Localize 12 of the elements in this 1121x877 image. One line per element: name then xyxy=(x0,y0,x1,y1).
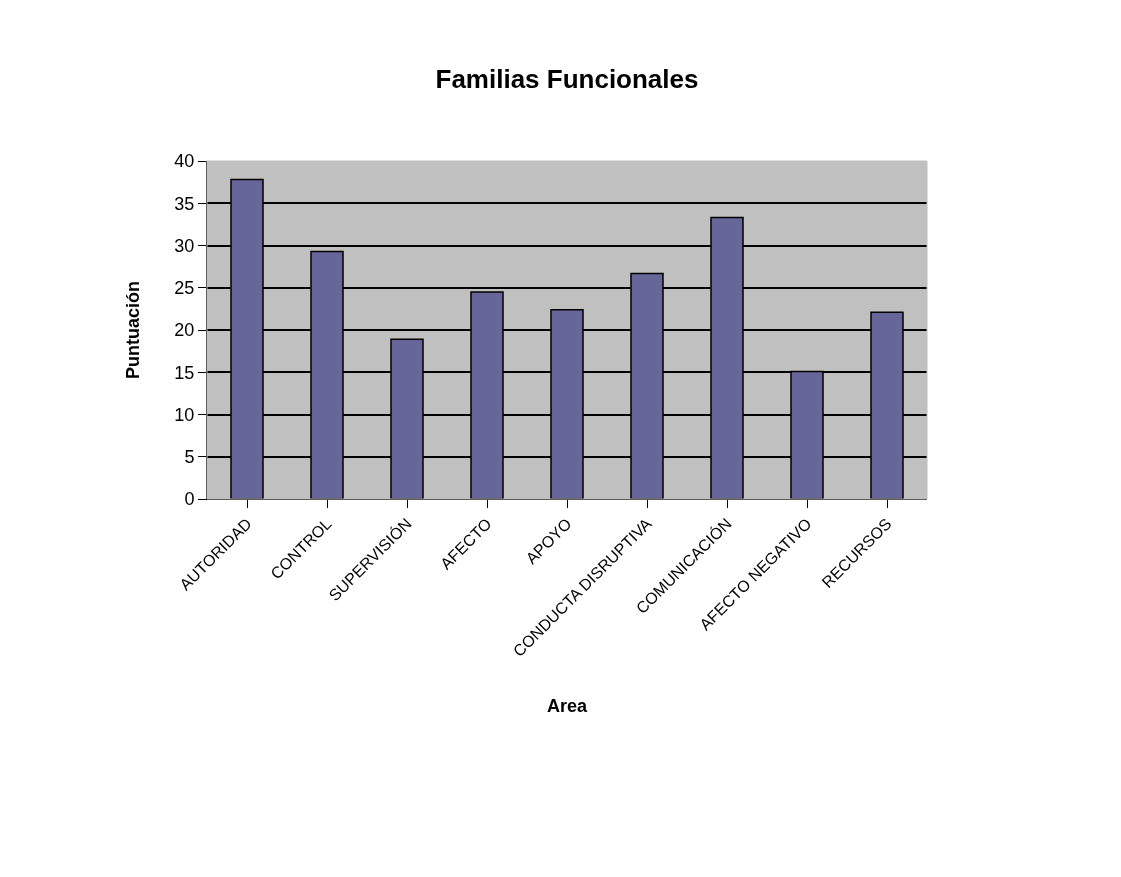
y-axis-title: Puntuación xyxy=(122,281,143,379)
y-tick-label: 10 xyxy=(174,404,195,425)
x-axis-title: Area xyxy=(546,695,588,716)
y-tick-label: 15 xyxy=(174,362,195,383)
y-tick-label: 25 xyxy=(174,278,195,299)
chart-title: Familias Funcionales xyxy=(435,64,699,95)
y-tick-label: 5 xyxy=(184,447,195,468)
y-tick-label: 40 xyxy=(174,151,195,172)
y-tick-label: 0 xyxy=(184,489,195,510)
y-tick-label: 20 xyxy=(174,320,195,341)
y-tick-label: 30 xyxy=(174,235,195,256)
y-tick-label: 35 xyxy=(174,193,195,214)
